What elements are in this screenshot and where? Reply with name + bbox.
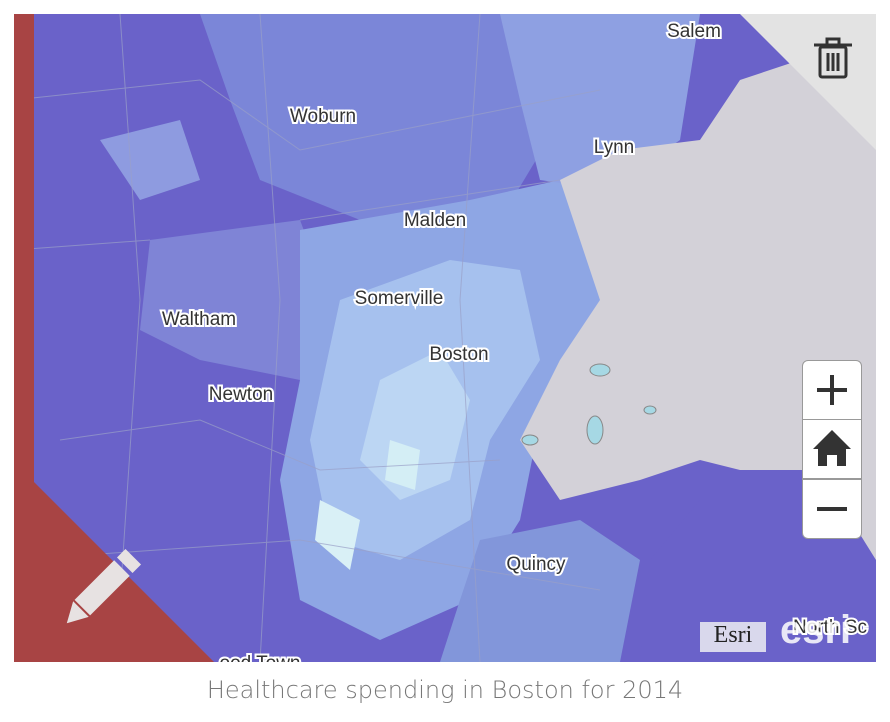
attribution-box bbox=[700, 622, 766, 652]
town-label: Woburn bbox=[290, 106, 356, 127]
zoom-out[interactable] bbox=[802, 479, 862, 539]
home-icon bbox=[813, 430, 851, 466]
pencil-icon[interactable] bbox=[59, 548, 142, 631]
map-layer bbox=[14, 14, 876, 662]
zoom-in[interactable] bbox=[802, 360, 862, 420]
town-label: North Sc bbox=[793, 617, 867, 638]
town-label: ood Town bbox=[220, 653, 301, 674]
town-label: Malden bbox=[404, 210, 466, 231]
caption: Healthcare spending in Boston for 2014 bbox=[206, 676, 684, 704]
town-label: Boston bbox=[429, 344, 488, 365]
town-label: Waltham bbox=[162, 309, 236, 330]
town-label: Somerville bbox=[355, 288, 444, 309]
home-button[interactable] bbox=[802, 419, 862, 479]
town-labels: Salem Woburn Lynn Malden Somerville Waltham Bo… bbox=[160, 19, 869, 674]
trash-icon[interactable] bbox=[814, 37, 852, 79]
minus-icon bbox=[817, 507, 847, 511]
town-label: Salem bbox=[667, 21, 721, 42]
plus-icon bbox=[817, 375, 847, 405]
attribution: Esri bbox=[713, 622, 753, 648]
town-label: Newton bbox=[209, 384, 273, 405]
town-label: Quincy bbox=[506, 554, 566, 575]
esri-logo: esri bbox=[780, 608, 852, 652]
town-label: Lynn bbox=[594, 137, 635, 158]
